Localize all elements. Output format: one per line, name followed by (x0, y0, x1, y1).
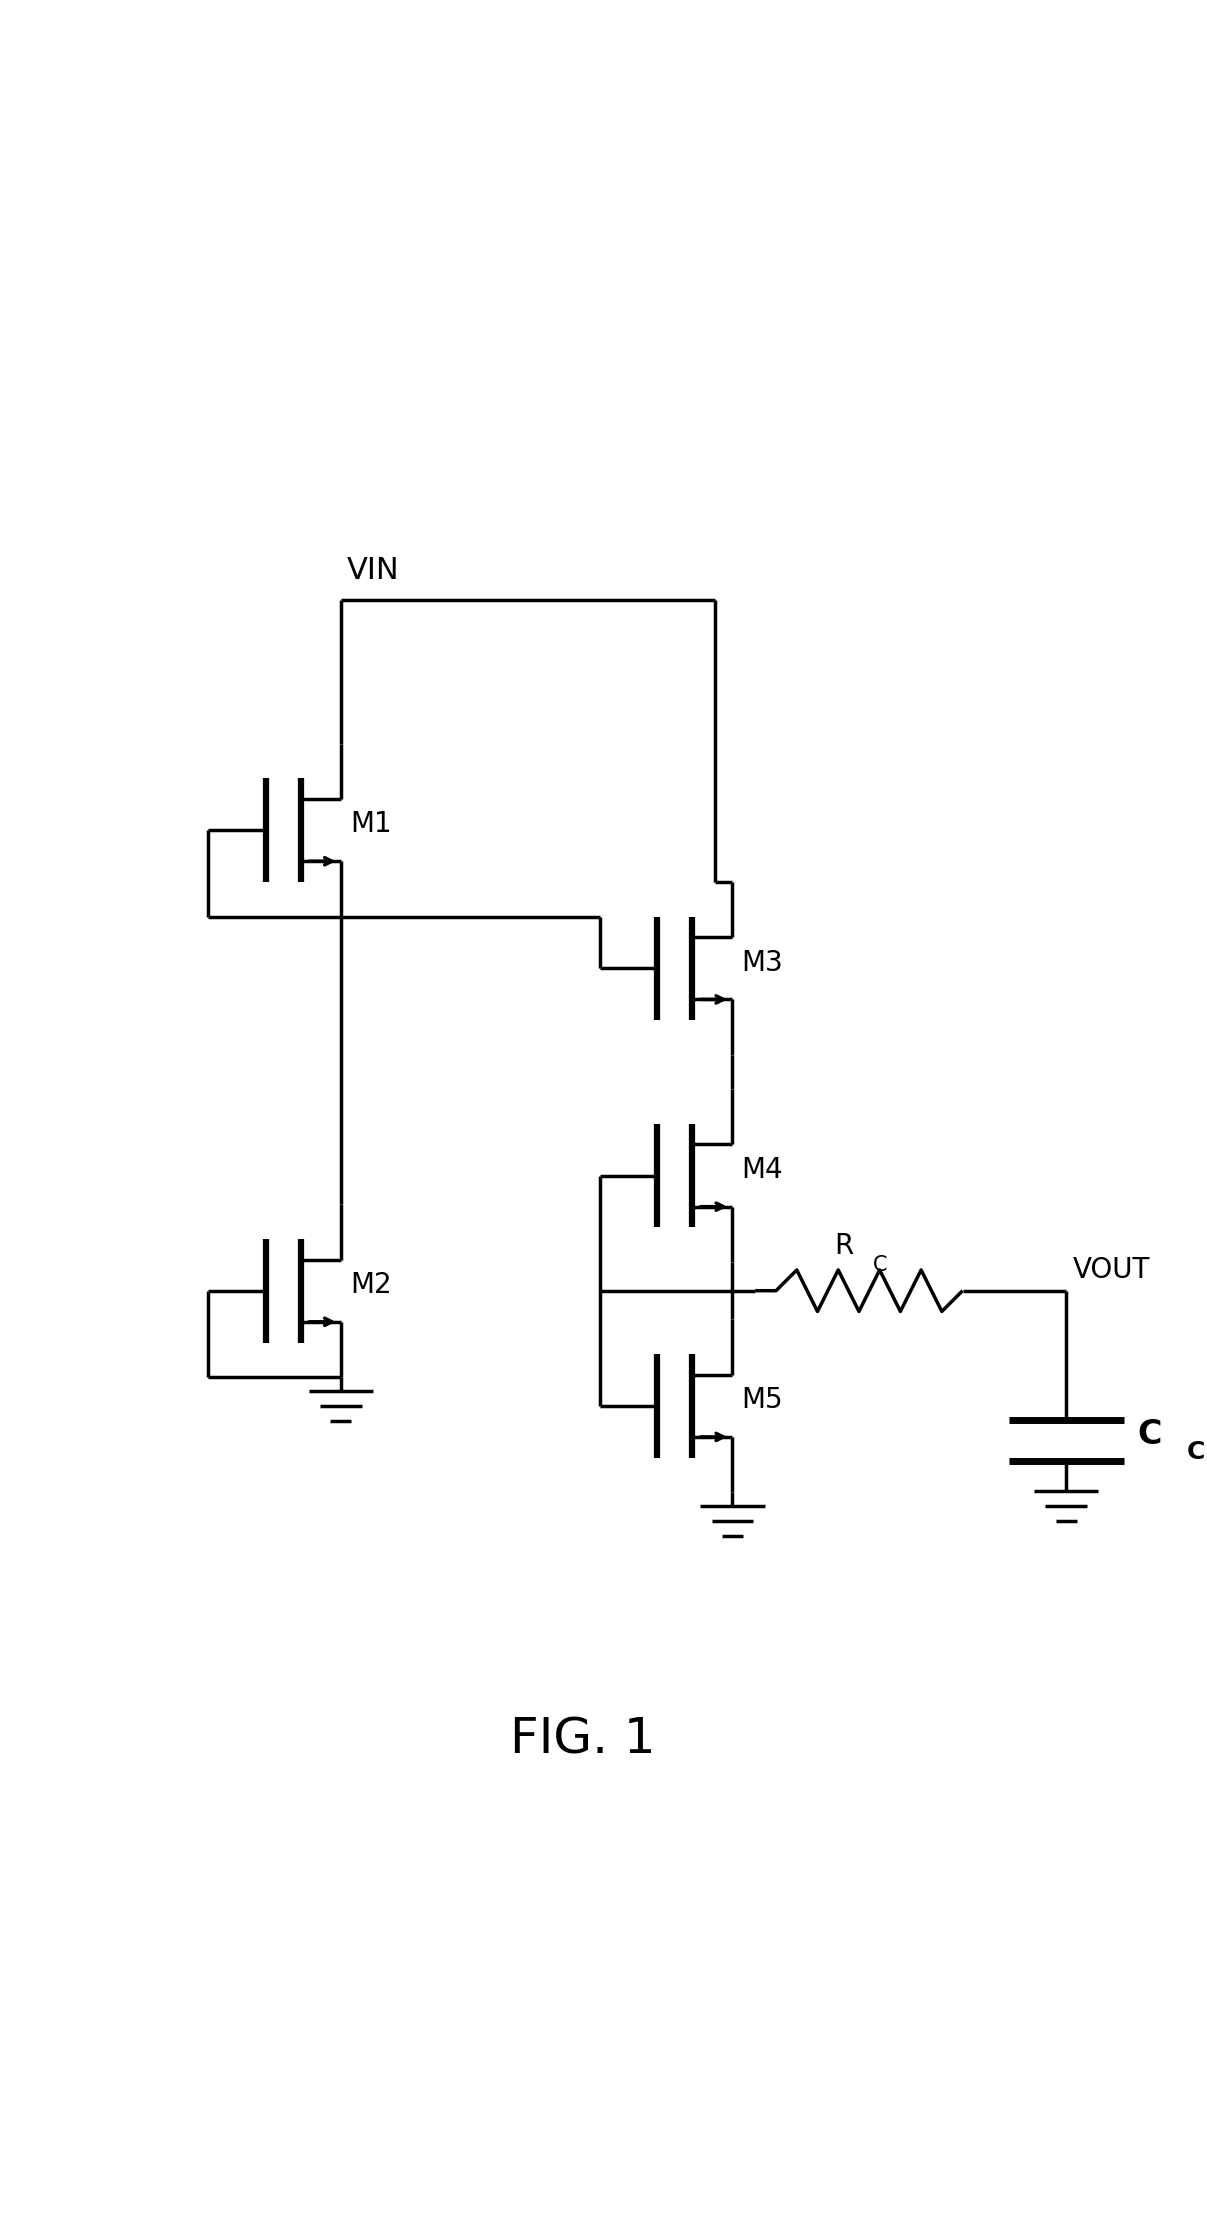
Text: C: C (873, 1254, 887, 1275)
Text: R: R (834, 1232, 853, 1259)
Text: M1: M1 (350, 809, 392, 838)
Text: M3: M3 (741, 948, 783, 977)
Text: M5: M5 (741, 1386, 783, 1413)
Text: M2: M2 (350, 1270, 392, 1299)
Text: M4: M4 (741, 1156, 783, 1183)
Text: VOUT: VOUT (1073, 1257, 1150, 1283)
Text: FIG. 1: FIG. 1 (509, 1715, 655, 1764)
Text: VIN: VIN (346, 557, 400, 586)
Text: C: C (1186, 1440, 1206, 1465)
Text: C: C (1137, 1418, 1162, 1451)
